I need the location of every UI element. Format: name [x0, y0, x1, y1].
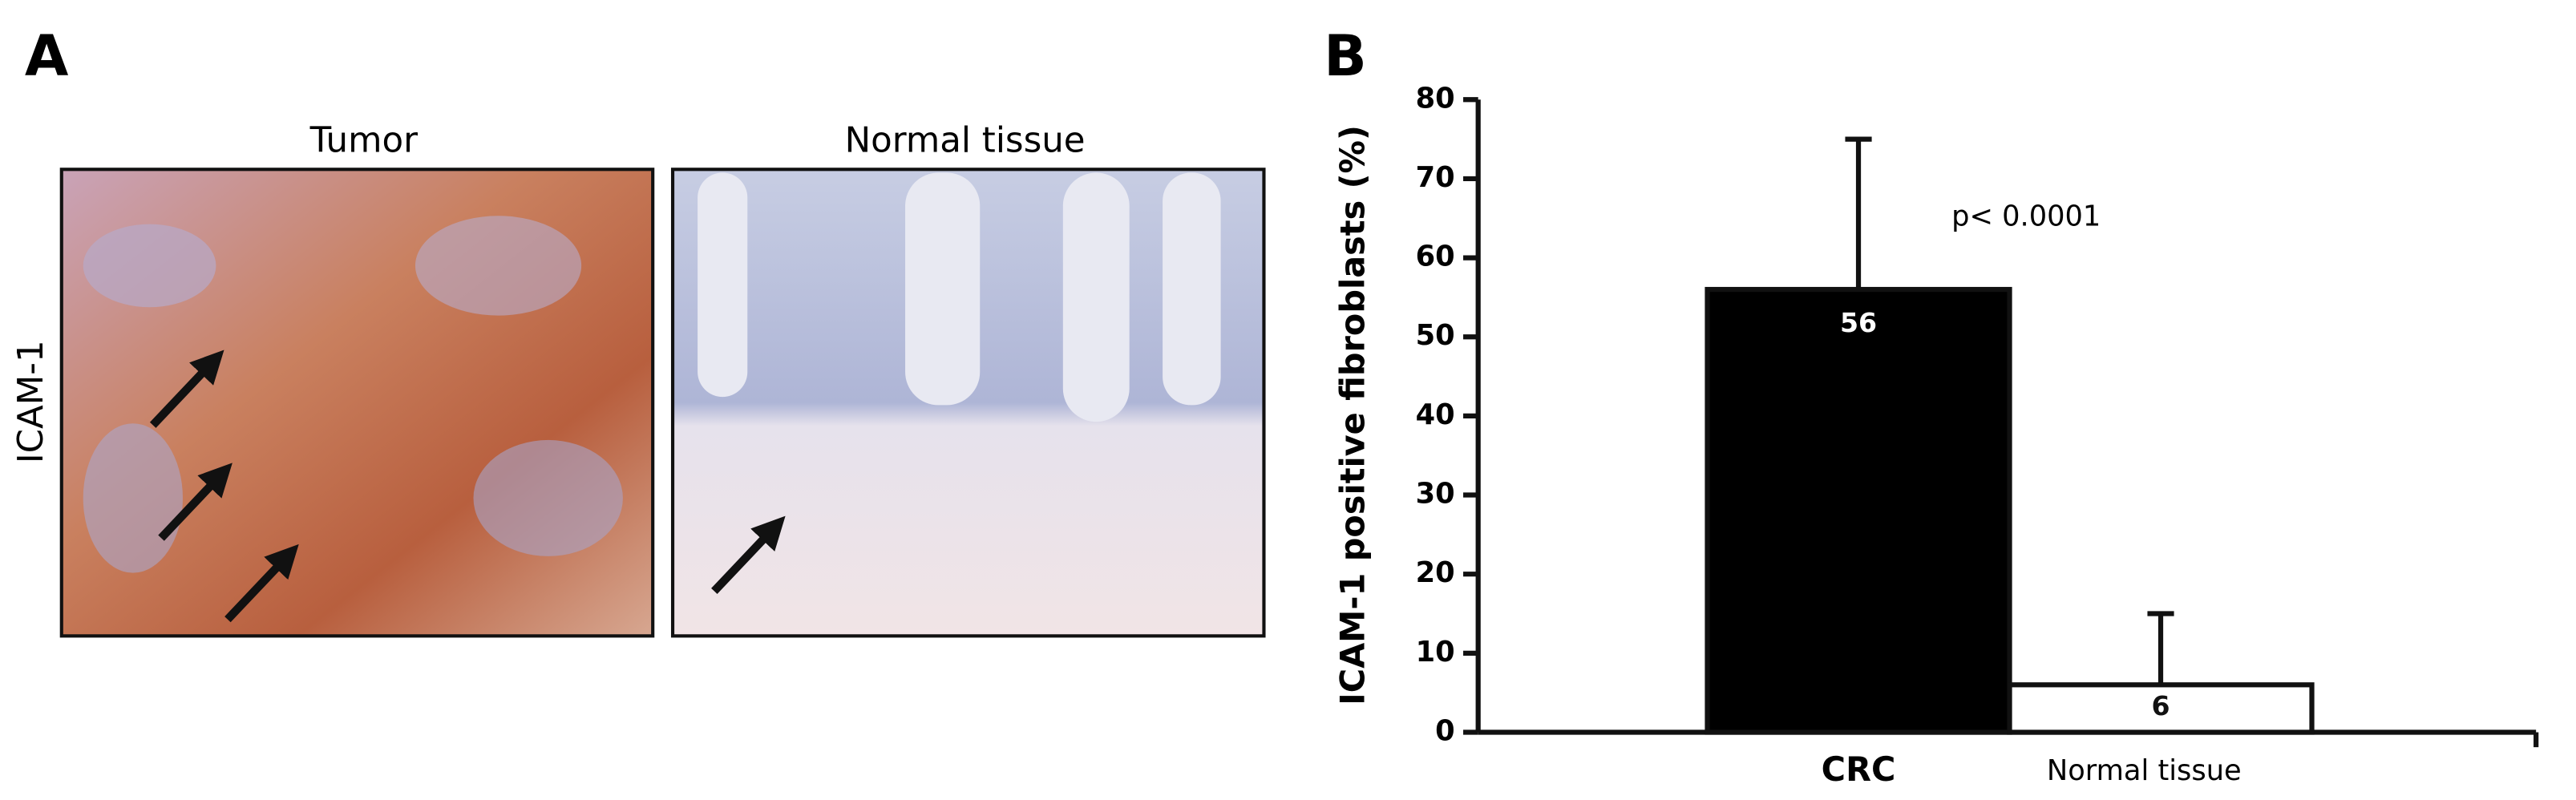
bar [1705, 286, 2012, 735]
y-tick-label: 70 [1416, 161, 1455, 194]
y-tick-label: 40 [1416, 398, 1455, 431]
x-tick-label: Normal tissue [2047, 754, 2242, 787]
annotation: p< 0.0001 [1951, 200, 2101, 232]
x-tick-label: CRC [1822, 750, 1896, 789]
y-tick-label: 30 [1416, 478, 1455, 511]
y-tick-label: 0 [1435, 714, 1455, 747]
y-tick-label: 60 [1416, 240, 1455, 273]
value-label: 6 [2151, 690, 2170, 721]
value-label: 56 [1840, 307, 1877, 338]
y-tick-label: 20 [1416, 556, 1455, 589]
y-tick-label: 50 [1416, 319, 1455, 352]
bar [2007, 682, 2315, 735]
micrograph-tumor [59, 168, 655, 638]
panel-label: A [25, 23, 69, 89]
image-title: Normal tissue [845, 121, 1086, 161]
image-title: Tumor [309, 121, 418, 161]
row-label: ICAM-1 [11, 340, 51, 463]
panel-label: B [1324, 23, 1367, 89]
y-axis-label: ICAM-1 positive fibroblasts (%) [1333, 125, 1372, 705]
y-tick-label: 10 [1416, 636, 1455, 669]
y-tick-label: 80 [1416, 82, 1455, 115]
micrograph-normal [670, 168, 1266, 638]
